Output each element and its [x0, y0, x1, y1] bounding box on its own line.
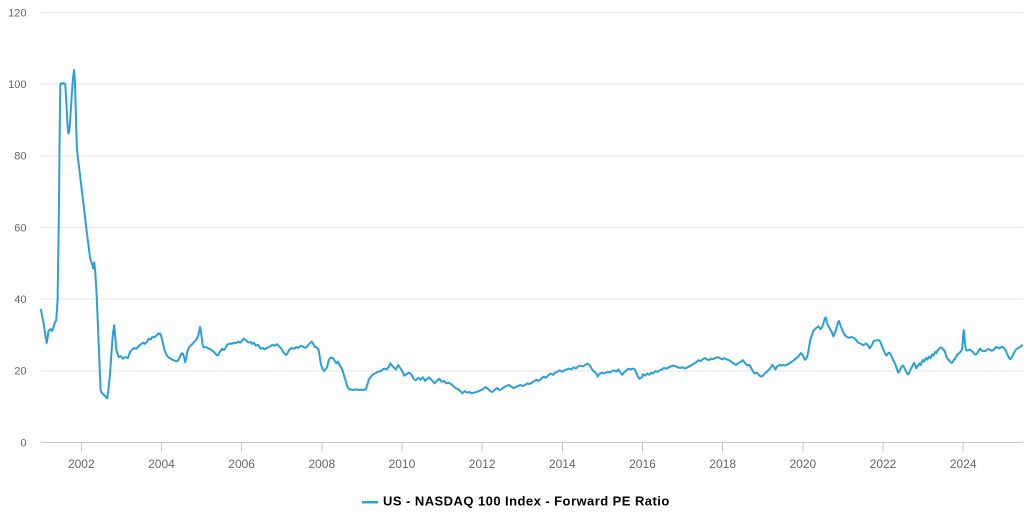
svg-text:2006: 2006	[228, 457, 255, 471]
svg-text:40: 40	[14, 294, 26, 306]
svg-text:2010: 2010	[389, 457, 416, 471]
svg-text:2016: 2016	[629, 457, 656, 471]
svg-text:120: 120	[8, 7, 26, 19]
svg-text:2012: 2012	[469, 457, 496, 471]
svg-text:2024: 2024	[950, 457, 977, 471]
svg-text:0: 0	[20, 437, 26, 449]
svg-text:2002: 2002	[68, 457, 95, 471]
svg-text:60: 60	[14, 222, 26, 234]
svg-text:2014: 2014	[549, 457, 576, 471]
svg-text:100: 100	[8, 79, 26, 91]
svg-text:2022: 2022	[870, 457, 897, 471]
svg-text:20: 20	[14, 366, 26, 378]
svg-text:80: 80	[14, 151, 26, 163]
svg-text:US - NASDAQ 100 Index - Forwar: US - NASDAQ 100 Index - Forward PE Ratio	[383, 494, 670, 509]
svg-text:2018: 2018	[709, 457, 736, 471]
svg-text:2020: 2020	[789, 457, 816, 471]
svg-text:2008: 2008	[308, 457, 335, 471]
svg-text:2004: 2004	[148, 457, 175, 471]
